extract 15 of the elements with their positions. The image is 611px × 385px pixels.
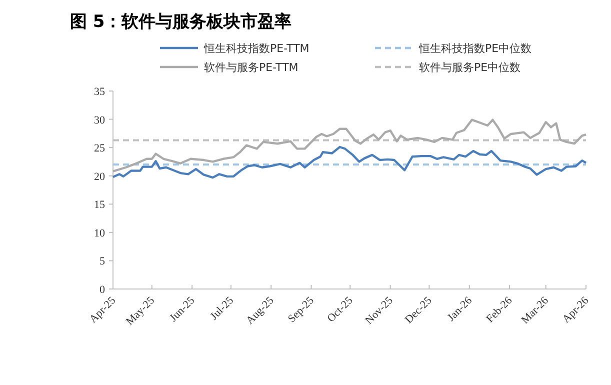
- legend-label: 软件与服务PE-TTM: [204, 61, 298, 74]
- y-tick-label: 20: [94, 170, 106, 183]
- y-tick-label: 15: [94, 199, 106, 212]
- y-tick-label: 5: [100, 256, 106, 268]
- y-tick-label: 25: [94, 142, 106, 155]
- y-tick-label: 30: [94, 114, 106, 126]
- legend-label: 恒生科技指数PE中位数: [418, 42, 532, 55]
- y-tick-label: 0: [100, 284, 106, 296]
- y-tick-label: 35: [94, 86, 106, 98]
- legend-label: 恒生科技指数PE-TTM: [203, 42, 310, 55]
- legend-label: 软件与服务PE中位数: [419, 61, 521, 74]
- line-series: [112, 146, 588, 179]
- y-tick-label: 10: [94, 227, 106, 240]
- chart-title: 图 5：软件与服务板块市盈率: [70, 12, 292, 32]
- line-series: [112, 118, 588, 172]
